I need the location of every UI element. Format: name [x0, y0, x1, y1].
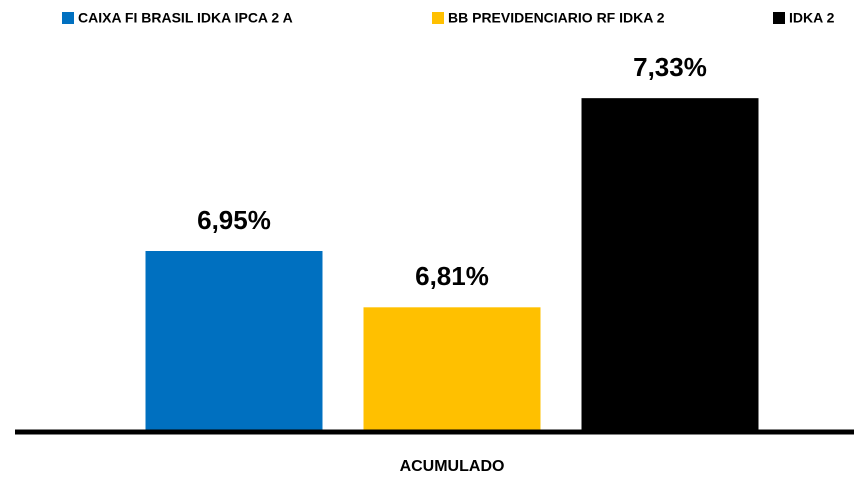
legend-text: BB PREVIDENCIARIO RF IDKA 2 — [448, 10, 665, 26]
legend-text: IDKA 2 — [789, 10, 835, 26]
value-label: 7,33% — [633, 52, 707, 82]
bar — [145, 251, 323, 432]
value-label: 6,81% — [415, 261, 489, 291]
value-label: 6,95% — [197, 205, 271, 235]
legend-swatch — [773, 12, 785, 24]
legend-swatch — [62, 12, 74, 24]
legend-text: CAIXA FI BRASIL IDKA IPCA 2 A — [78, 10, 293, 26]
bar — [363, 307, 541, 432]
bar — [581, 98, 759, 433]
legend-swatch — [432, 12, 444, 24]
x-tick-label: ACUMULADO — [400, 458, 505, 475]
